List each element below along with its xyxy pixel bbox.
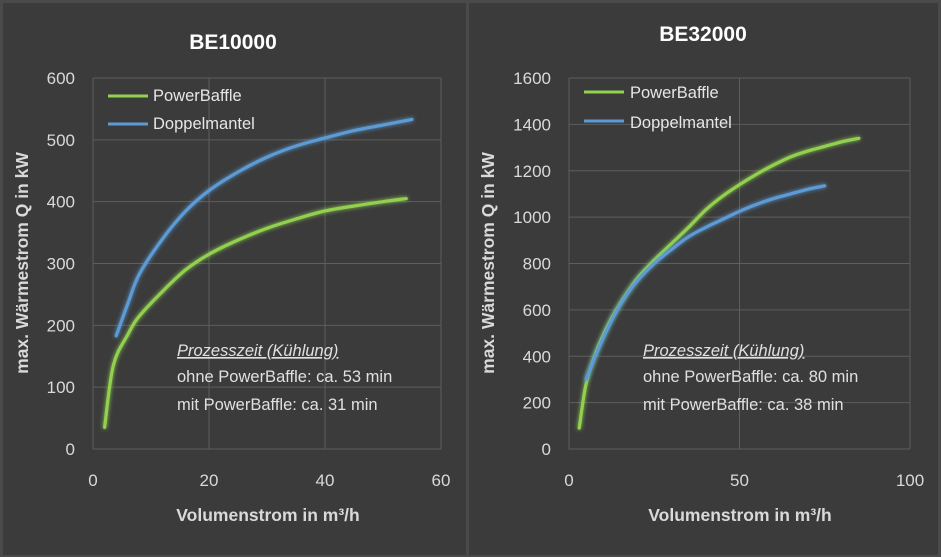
x-tick-label: 100 <box>896 471 924 490</box>
y-tick-label: 500 <box>47 131 75 150</box>
y-tick-label: 1000 <box>513 208 551 227</box>
x-tick-label: 40 <box>316 471 335 490</box>
legend: PowerBaffle Doppelmantel <box>584 84 732 132</box>
y-axis-title: max. Wärmestrom Q in kW <box>12 152 32 374</box>
y-tick-label: 1600 <box>513 69 551 88</box>
chart-panel-be32000: BE32000 0 50 10002004006008001000120014001… <box>469 3 938 555</box>
series-layer <box>103 117 414 429</box>
x-tick-label: 20 <box>200 471 219 490</box>
x-axis-title: Volumenstrom in m³/h <box>648 505 831 525</box>
legend-label-powerbaffle: PowerBaffle <box>153 87 242 105</box>
series-line-doppelmantel <box>584 184 827 382</box>
series-line-powerbaffle <box>103 196 408 429</box>
x-tick-label: 0 <box>88 471 97 490</box>
annotation-heading: Prozesszeit (Kühlung) <box>643 342 804 360</box>
panel-background <box>3 3 466 555</box>
x-tick-label: 0 <box>564 471 573 490</box>
panel-background <box>469 3 938 555</box>
annotation-box: Prozesszeit (Kühlung) ohne PowerBaffle: … <box>643 342 858 414</box>
y-tick-label: 600 <box>523 301 551 320</box>
x-tick-label: 60 <box>432 471 451 490</box>
chart-title: BE10000 <box>189 31 277 54</box>
annotation-line-with: mit PowerBaffle: ca. 38 min <box>643 396 844 414</box>
legend-label-doppelmantel: Doppelmantel <box>153 115 255 133</box>
y-tick-label: 300 <box>47 255 75 274</box>
y-tick-label: 400 <box>47 193 75 212</box>
y-tick-label: 800 <box>523 255 551 274</box>
y-axis-title: max. Wärmestrom Q in kW <box>478 152 498 374</box>
y-tick-label: 0 <box>66 440 75 459</box>
y-tick-label: 200 <box>523 394 551 413</box>
annotation-line-with: mit PowerBaffle: ca. 31 min <box>177 396 378 414</box>
y-tick-label: 0 <box>542 440 551 459</box>
annotation-heading: Prozesszeit (Kühlung) <box>177 342 338 360</box>
y-tick-label: 100 <box>47 378 75 397</box>
annotation-line-without: ohne PowerBaffle: ca. 53 min <box>177 368 392 386</box>
series-layer <box>577 136 861 430</box>
x-axis-title: Volumenstrom in m³/h <box>176 505 359 525</box>
legend: PowerBaffle Doppelmantel <box>108 87 255 133</box>
y-tick-label: 400 <box>523 347 551 366</box>
grid <box>92 77 442 450</box>
y-tick-label: 200 <box>47 316 75 335</box>
annotation-line-without: ohne PowerBaffle: ca. 80 min <box>643 368 858 386</box>
chart-title: BE32000 <box>659 23 747 46</box>
y-tick-label: 1400 <box>513 115 551 134</box>
annotation-box: Prozesszeit (Kühlung) ohne PowerBaffle: … <box>177 342 392 414</box>
grid <box>568 77 911 450</box>
series-line-doppelmantel <box>114 117 414 338</box>
y-tick-label: 600 <box>47 69 75 88</box>
legend-label-doppelmantel: Doppelmantel <box>630 114 732 132</box>
y-tick-label: 1200 <box>513 162 551 181</box>
legend-label-powerbaffle: PowerBaffle <box>630 84 719 102</box>
x-tick-label: 50 <box>730 471 749 490</box>
